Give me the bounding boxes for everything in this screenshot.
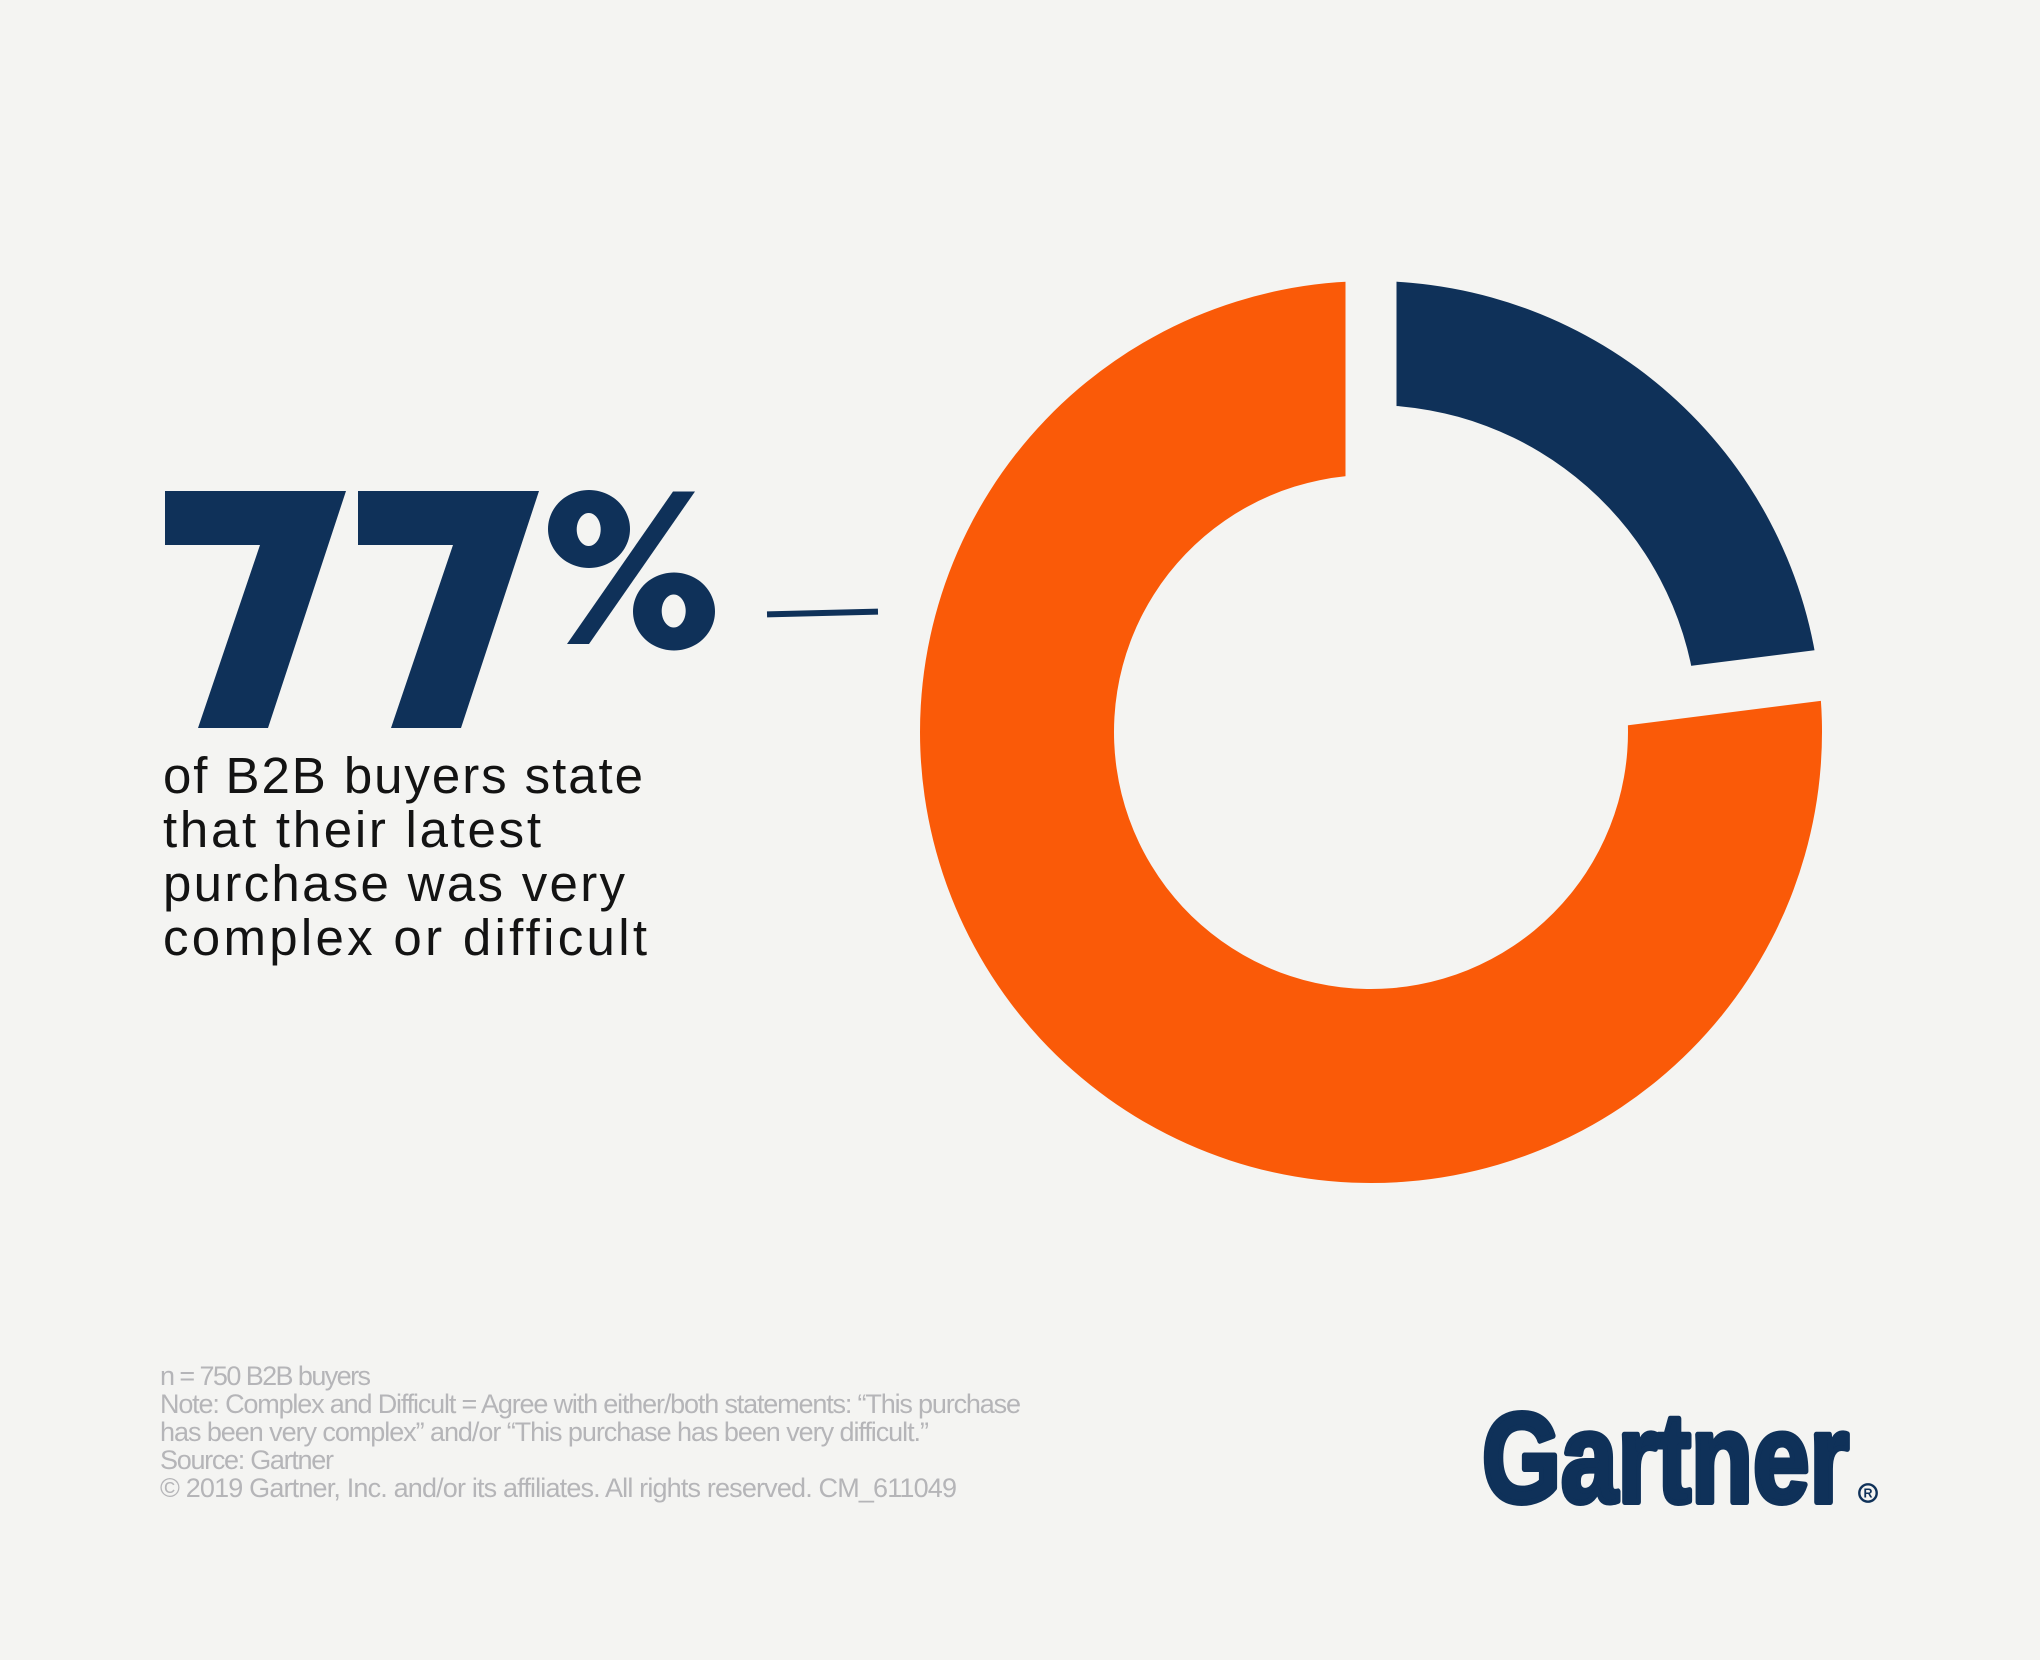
svg-text:Gartner: Gartner — [1482, 1387, 1849, 1529]
svg-text:complex or difficult: complex or difficult — [163, 909, 647, 966]
svg-text:© 2019 Gartner, Inc. and/or it: © 2019 Gartner, Inc. and/or its affiliat… — [160, 1473, 957, 1503]
svg-text:that their latest: that their latest — [163, 801, 541, 858]
svg-text:Note: Complex and Difficult =: Note: Complex and Difficult = Agree with… — [160, 1389, 1021, 1419]
svg-text:R: R — [1863, 1487, 1872, 1501]
svg-text:has been very complex” and/or: has been very complex” and/or “This purc… — [160, 1417, 929, 1447]
svg-text:Source: Gartner: Source: Gartner — [160, 1445, 334, 1475]
svg-text:purchase was very: purchase was very — [163, 855, 626, 912]
svg-text:n = 750 B2B buyers: n = 750 B2B buyers — [160, 1361, 371, 1391]
